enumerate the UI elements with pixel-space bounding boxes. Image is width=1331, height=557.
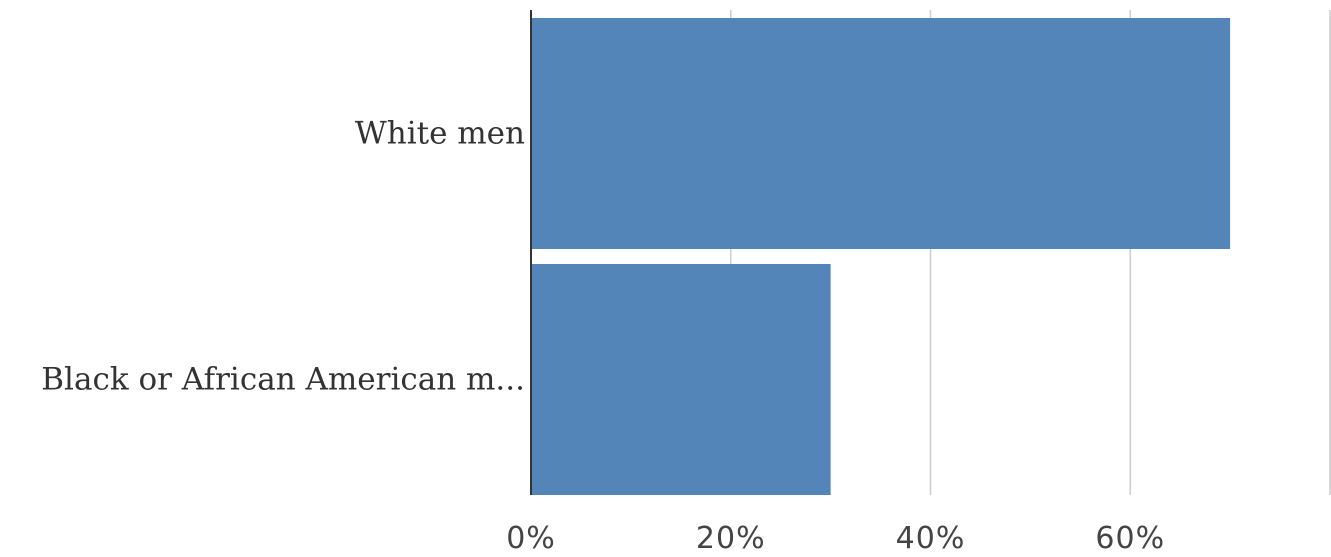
x-tick-label: 40%	[896, 521, 966, 556]
category-label: White men	[355, 116, 525, 152]
bars	[531, 18, 1231, 495]
x-tick-label: 60%	[1095, 521, 1165, 556]
category-label: Black or African American m...	[41, 362, 525, 398]
x-tick-labels: 0% 20% 40% 60%	[506, 521, 1165, 556]
x-tick-label: 20%	[696, 521, 766, 556]
bar	[531, 18, 1231, 249]
category-labels: White men Black or African American m...	[41, 116, 525, 398]
x-tick-label: 0%	[506, 521, 556, 556]
bar	[531, 264, 831, 495]
